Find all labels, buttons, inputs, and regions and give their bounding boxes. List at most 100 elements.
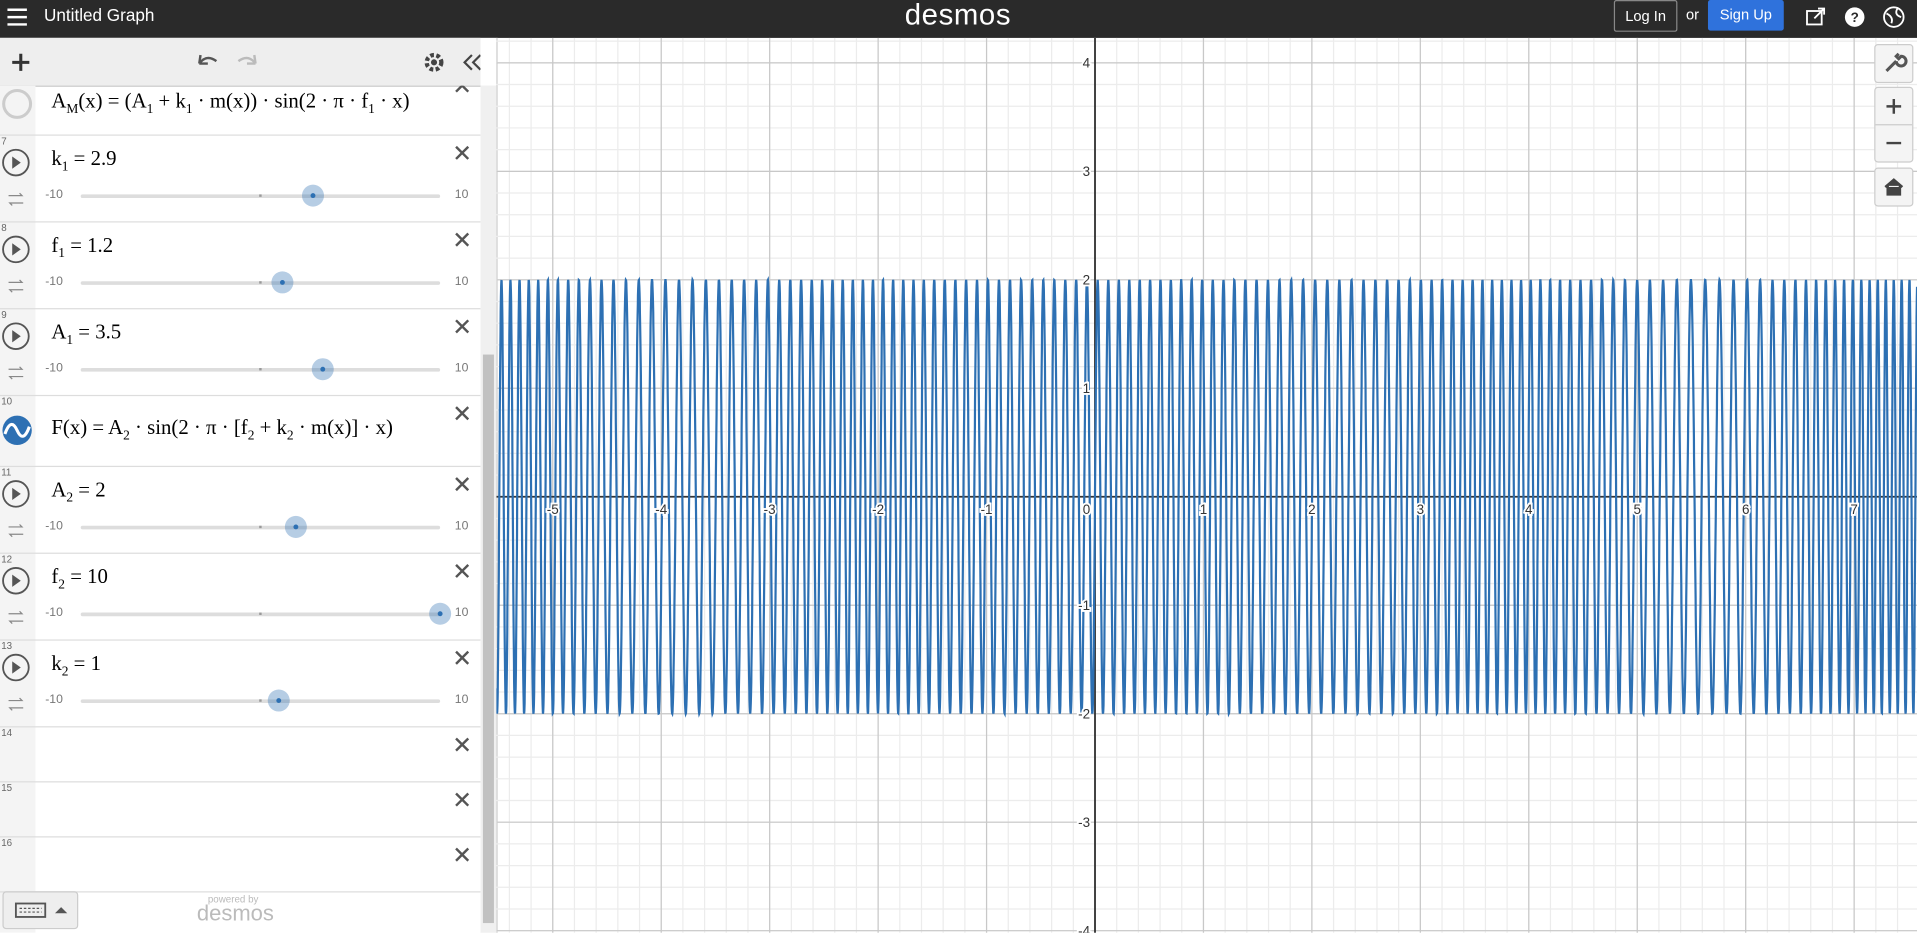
delete-button[interactable] [452,845,472,865]
formula: f2 = 10 [51,564,108,593]
scroll-thumb[interactable] [482,354,494,924]
expression-row: 8 f1 = 1.2 -10 10 [0,221,481,310]
row-number: 14 [1,727,13,739]
x-tick-label: 1 [1200,502,1207,517]
play-button[interactable] [1,235,30,293]
formula: A2 = 2 [51,478,106,506]
slider-max: 10 [454,693,469,707]
expression-list: AM(x) = (A1 + k1 · m(x)) · sin(2 · π · f… [0,85,481,933]
row-number: 12 [1,553,13,565]
row-number: 13 [1,640,13,652]
play-button[interactable] [1,566,30,624]
delete-button[interactable] [452,561,472,581]
x-tick-label: -3 [764,502,776,517]
x-tick-label: 4 [1525,502,1533,517]
formula: k1 = 2.9 [51,146,117,175]
slider-knob[interactable] [301,184,324,207]
expression-row: AM(x) = (A1 + k1 · m(x)) · sin(2 · π · f… [0,85,481,136]
header-icons[interactable]: ? [1805,5,1915,32]
play-button[interactable] [1,148,30,206]
play-button[interactable] [1,322,30,380]
x-tick-label: 6 [1742,502,1749,517]
delete-button[interactable] [452,648,472,668]
slider-max: 10 [454,188,469,202]
brand: desmos [904,0,1012,32]
formula: f1 = 1.2 [51,233,114,261]
x-tick-label: -1 [981,502,993,517]
expression-row: 10 F(x) = A2 · sin(2 · π · [f2 + k2 · m(x… [0,395,481,468]
toolbar-icons[interactable] [0,38,482,86]
slider-center [259,368,262,371]
y-tick-label: -2 [1078,707,1090,722]
login-button[interactable]: Log In [1613,0,1678,32]
settings-button[interactable] [1874,44,1914,84]
visibility-toggle[interactable] [1,414,33,446]
x-tick-label: 3 [1417,502,1424,517]
expression-row: 9 A1 = 3.5 -10 10 [0,308,481,397]
delete-button[interactable] [452,230,472,250]
row-number: 9 [1,309,7,321]
slider-knob[interactable] [270,271,293,294]
delete-button[interactable] [452,317,472,337]
slider-knob[interactable] [429,602,452,625]
formula: F(x) = A2 · sin(2 · π · [f2 + k2 · m(x)]… [51,415,393,444]
wrench-icon [1885,52,1908,72]
zoom-buttons[interactable] [1874,86,1914,163]
slider-min: -10 [45,361,63,376]
graph-title[interactable]: Untitled Graph [44,4,155,25]
keyboard-button[interactable] [2,891,79,930]
x-tick-label: 7 [1850,502,1857,517]
formula: AM(x) = (A1 + k1 · m(x)) · sin(2 · π · f… [51,89,410,117]
row-number: 11 [1,467,12,479]
y-tick-label: 2 [1083,273,1090,288]
x-tick-label: 0 [1083,502,1090,517]
or-text: or [1685,6,1700,24]
y-tick-label: 4 [1083,56,1091,71]
x-tick-label: 2 [1308,502,1315,517]
slider-min: -10 [45,188,63,202]
slider-max: 10 [454,361,469,376]
home-button[interactable] [1874,167,1914,207]
graph-paper[interactable]: -5 -4 -3 -2 -1 0 1 2 3 4 5 6 7 -4 -3 -2 -1 1 2 3 4 [496,37,1917,933]
slider-center [259,612,262,615]
slider-knob[interactable] [267,689,290,712]
expression-panel: AM(x) = (A1 + k1 · m(x)) · sin(2 · π · f… [0,37,498,933]
toolbar [0,37,482,87]
slider-min: -10 [45,275,63,289]
row-number: 8 [1,222,7,234]
menu-button[interactable] [7,7,29,27]
play-button[interactable] [1,653,30,711]
delete-button[interactable] [452,474,472,494]
delete-button[interactable] [452,143,472,163]
slider-min: -10 [45,519,63,534]
delete-button[interactable] [452,85,472,96]
slider-center [259,194,262,197]
slider-knob[interactable] [285,515,308,538]
y-tick-label: -1 [1078,598,1090,613]
slider-knob[interactable] [312,358,335,381]
powered-by: powered by [207,893,259,905]
formula: A1 = 3.5 [51,320,122,348]
delete-button[interactable] [452,403,472,423]
signup-button[interactable]: Sign Up [1707,0,1784,31]
slider-center [259,699,262,702]
scrollbar[interactable] [480,85,497,933]
y-tick-label: 1 [1083,381,1090,396]
y-tick-label: 3 [1083,164,1090,179]
row-number: 7 [1,135,7,147]
play-button[interactable] [1,479,30,538]
slider-max: 10 [454,519,469,534]
visibility-toggle[interactable] [1,88,33,120]
expression-row: 12 f2 = 10 -10 10 [0,553,481,641]
delete-button[interactable] [452,790,472,810]
slider-center [259,525,262,529]
row-number: 10 [1,396,13,408]
graph-curve [496,275,1917,718]
expression-row: 14 [0,726,481,783]
keyboard-icon [14,902,68,918]
delete-button[interactable] [452,735,472,755]
svg-text:?: ? [1851,10,1859,25]
y-tick-label: -4 [1078,924,1090,933]
expression-row: 7 k1 = 2.9 -10 10 [0,134,481,223]
